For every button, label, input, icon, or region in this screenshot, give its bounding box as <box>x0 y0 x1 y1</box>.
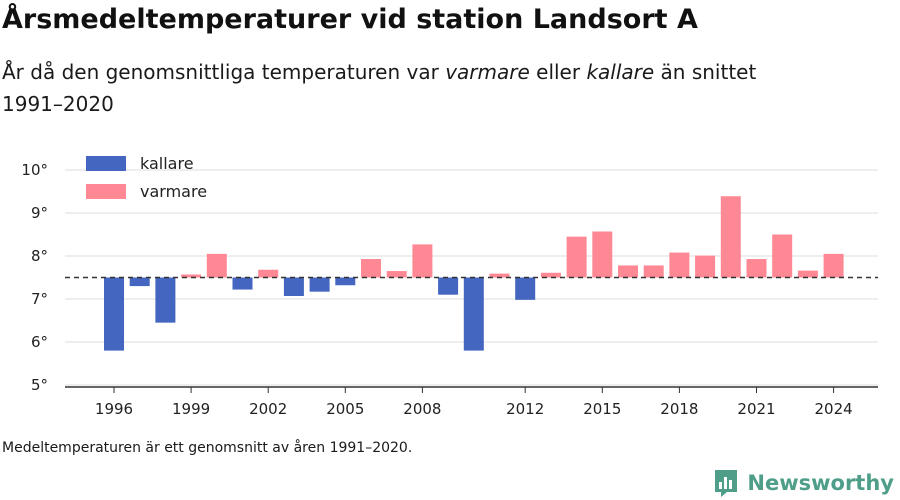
chart-subtitle: År då den genomsnittliga temperaturen va… <box>2 56 822 120</box>
bar-varmare-2000 <box>206 253 227 278</box>
x-tick-label: 2005 <box>326 400 364 418</box>
legend-swatch-kallare <box>86 156 126 171</box>
y-tick-label: 8° <box>31 247 48 265</box>
bar-varmare-2014 <box>566 236 587 278</box>
bar-varmare-2013 <box>540 272 561 278</box>
brand: Newsworthy <box>713 468 894 498</box>
bar-varmare-1999 <box>181 274 202 278</box>
newsworthy-logo-icon <box>715 470 738 497</box>
x-tick-label: 2024 <box>815 400 853 418</box>
y-tick-label: 10° <box>21 161 48 179</box>
bar-kallare-1998 <box>155 277 176 323</box>
temperature-bar-chart: 5° 6° 7° 8° 9° 10° 1996 1999 2002 2005 2008 2012 201… <box>21 154 878 418</box>
bar-varmare-2018 <box>669 252 690 278</box>
bar-kallare-2005 <box>335 277 356 286</box>
subtitle-cold: kallare <box>586 60 655 84</box>
bar-varmare-2006 <box>361 259 381 278</box>
bar-kallare-2012 <box>515 277 536 300</box>
bar-kallare-2001 <box>232 277 253 290</box>
bar-varmare-2019 <box>695 255 716 278</box>
bar-varmare-2023 <box>797 270 818 278</box>
bar-varmare-2020 <box>720 196 741 278</box>
bar-varmare-2017 <box>643 265 664 278</box>
legend-swatch-varmare <box>86 184 126 199</box>
bar-kallare-2004 <box>309 277 330 292</box>
bar-kallare-2003 <box>283 277 304 296</box>
subtitle-warm: varmare <box>445 60 530 84</box>
bar-varmare-2016 <box>618 265 638 278</box>
bar-varmare-2002 <box>258 269 279 278</box>
bar-varmare-2011 <box>489 273 510 278</box>
x-tick-label: 2012 <box>506 400 544 418</box>
y-tick-label: 7° <box>31 290 48 308</box>
bar-kallare-2009 <box>438 277 459 295</box>
x-tick-label: 2008 <box>403 400 441 418</box>
brand-name: Newsworthy <box>747 471 894 495</box>
x-tick-label: 2015 <box>583 400 621 418</box>
legend-label-kallare: kallare <box>140 154 194 173</box>
x-tick-label: 1999 <box>172 400 210 418</box>
y-tick-label: 5° <box>31 376 48 394</box>
bar-varmare-2024 <box>823 253 844 278</box>
subtitle-suffix: än snittet 1991–2020 <box>2 60 757 116</box>
y-tick-label: 9° <box>31 204 48 222</box>
chart-title: Årsmedeltemperaturer vid station Landsor… <box>2 4 698 35</box>
bar-kallare-1997 <box>129 277 150 287</box>
bar-varmare-2007 <box>386 271 407 278</box>
bar-varmare-2022 <box>772 234 793 278</box>
x-tick-label: 2021 <box>737 400 775 418</box>
x-tick-label: 2018 <box>660 400 698 418</box>
y-tick-label: 6° <box>31 333 48 351</box>
bar-varmare-2015 <box>592 231 613 278</box>
legend-label-varmare: varmare <box>140 182 207 201</box>
subtitle-prefix: År då den genomsnittliga temperaturen va… <box>2 60 446 84</box>
bar-kallare-1996 <box>104 277 124 351</box>
bar-kallare-2010 <box>463 277 484 351</box>
x-tick-label: 1996 <box>95 400 133 418</box>
bar-varmare-2021 <box>746 259 767 278</box>
x-tick-label: 2002 <box>249 400 287 418</box>
bar-varmare-2008 <box>412 244 433 278</box>
footnote: Medeltemperaturen är ett genomsnitt av å… <box>2 440 413 456</box>
subtitle-mid: eller <box>529 60 587 84</box>
